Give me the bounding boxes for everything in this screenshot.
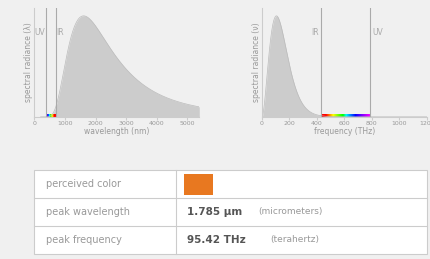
Text: perceived color: perceived color xyxy=(46,179,121,189)
Text: IR: IR xyxy=(56,28,64,37)
Text: peak wavelength: peak wavelength xyxy=(46,207,130,217)
Text: 95.42 THz: 95.42 THz xyxy=(187,235,246,245)
FancyBboxPatch shape xyxy=(34,170,426,254)
Text: peak frequency: peak frequency xyxy=(46,235,122,245)
Bar xyxy=(183,174,212,195)
Text: IR: IR xyxy=(310,28,318,37)
Text: UV: UV xyxy=(372,28,382,37)
X-axis label: frequency (THz): frequency (THz) xyxy=(313,127,374,136)
Y-axis label: spectral radiance (ν): spectral radiance (ν) xyxy=(251,23,260,102)
Text: 1.785 µm: 1.785 µm xyxy=(187,207,242,217)
Y-axis label: spectral radiance (λ): spectral radiance (λ) xyxy=(24,23,33,102)
Text: (micrometers): (micrometers) xyxy=(258,207,322,216)
Text: UV: UV xyxy=(35,28,45,37)
X-axis label: wavelength (nm): wavelength (nm) xyxy=(84,127,149,136)
Text: (terahertz): (terahertz) xyxy=(269,235,318,244)
